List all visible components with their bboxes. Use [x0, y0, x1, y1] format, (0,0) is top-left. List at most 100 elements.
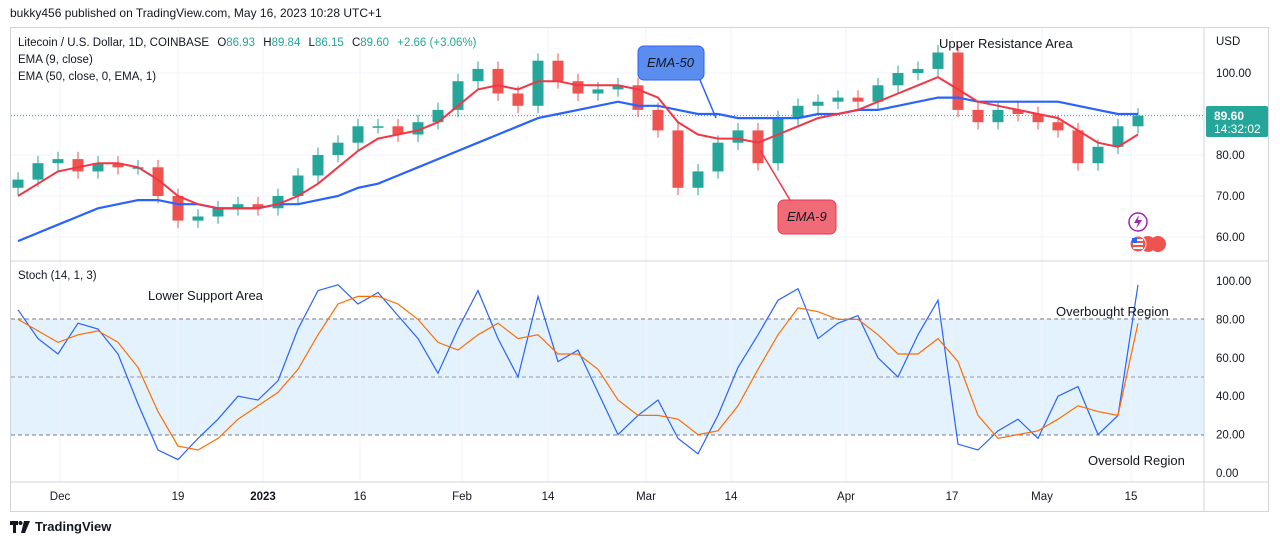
candle-body: [172, 196, 184, 221]
footer-brand: TradingView: [35, 519, 112, 534]
candle-body: [472, 68, 484, 82]
stoch-d-line: [17, 295, 1139, 451]
candle-body: [352, 126, 364, 143]
time-tick-label: 16: [354, 491, 367, 503]
legend-ohlc: Litecoin / U.S. Dollar, 1D, COINBASE O86…: [18, 37, 477, 49]
candle-body: [972, 109, 984, 123]
candle-body: [492, 68, 504, 94]
price-tick-label: 70.00: [1216, 191, 1245, 203]
ema9-callout-text: EMA-9: [787, 209, 827, 224]
time-tick-label: Dec: [50, 491, 71, 503]
candle-body: [392, 126, 404, 135]
candle-body: [372, 126, 384, 128]
candle-body: [32, 163, 44, 180]
grid: [11, 28, 1204, 482]
stoch-axis[interactable]: 100.00 80.00 60.00 40.00 20.00 0.00: [1216, 276, 1251, 480]
candle-body: [72, 159, 84, 172]
time-tick-label: Mar: [636, 491, 656, 503]
candle-body: [512, 93, 524, 106]
price-badge: 89.60 14:32:02: [1206, 106, 1268, 137]
time-tick-label: May: [1031, 491, 1053, 503]
candle-body: [92, 163, 104, 172]
price-badge-countdown: 14:32:02: [1214, 122, 1261, 136]
candle-body: [772, 118, 784, 164]
time-tick-label: Apr: [837, 491, 855, 503]
candle-body: [192, 216, 204, 221]
candle-body: [592, 89, 604, 94]
lower-support-label: Lower Support Area: [148, 288, 264, 303]
legend-l-label: L: [309, 37, 316, 49]
stoch-tick-label: 20.00: [1216, 430, 1245, 442]
legend-l-value: 86.15: [315, 37, 344, 49]
candle-body: [112, 163, 124, 168]
tradingview-logo-icon: [10, 520, 30, 533]
candle-body: [12, 179, 24, 188]
ema9-line: [17, 75, 1139, 210]
candle-body: [652, 109, 664, 131]
stoch-tick-label: 0.00: [1216, 468, 1238, 480]
footer: TradingView: [10, 519, 111, 534]
candle-body: [432, 109, 444, 123]
candle-body: [1052, 122, 1064, 131]
candle-body: [692, 171, 704, 188]
legend-h-label: H: [263, 37, 271, 49]
legend-c-value: 89.60: [360, 37, 389, 49]
candle-body: [792, 105, 804, 119]
candle-body: [912, 68, 924, 73]
candle-body: [612, 85, 624, 90]
candle-body: [1112, 126, 1124, 147]
legend-change: +2.66 (+3.06%): [397, 37, 476, 49]
lightning-icon[interactable]: [1128, 212, 1148, 232]
price-tick-label: 100.00: [1216, 68, 1251, 80]
time-tick-label: 14: [725, 491, 738, 503]
candle-body: [892, 73, 904, 86]
candles: [12, 45, 1144, 228]
time-tick-label: 2023: [250, 491, 276, 503]
candle-body: [852, 97, 864, 102]
candle-body: [1092, 146, 1104, 164]
publisher-line: bukky456 published on TradingView.com, M…: [10, 6, 382, 20]
chart-frame: [10, 27, 1269, 512]
ema9-callout: EMA-9: [759, 149, 837, 235]
candle-body: [252, 204, 264, 209]
price-axis-currency: USD: [1216, 36, 1240, 48]
legend-c-label: C: [352, 37, 360, 49]
stoch-k-line: [17, 284, 1139, 461]
time-tick-label: 19: [172, 491, 185, 503]
time-tick-label: 17: [946, 491, 959, 503]
stoch-legend: Stoch (14, 1, 3): [18, 270, 97, 282]
candle-body: [312, 155, 324, 176]
stoch-tick-label: 80.00: [1216, 314, 1245, 326]
candle-body: [232, 204, 244, 209]
overbought-label: Overbought Region: [1056, 304, 1169, 319]
time-axis[interactable]: Dec 19 2023 16 Feb 14 Mar 14 Apr 17 May 15: [50, 491, 1138, 503]
candle-body: [532, 60, 544, 106]
candle-body: [672, 130, 684, 188]
candle-body: [832, 97, 844, 102]
time-tick-label: Feb: [452, 491, 472, 503]
candle-body: [1072, 130, 1084, 164]
price-tick-label: 80.00: [1216, 150, 1245, 162]
legend-o-label: O: [217, 37, 226, 49]
candle-body: [712, 142, 724, 172]
candle-body: [1032, 114, 1044, 123]
candle-body: [1132, 115, 1144, 127]
candle-body: [552, 60, 564, 82]
us-flag-events-icon[interactable]: [1129, 235, 1166, 253]
candle-body: [1012, 109, 1024, 114]
candle-body: [752, 130, 764, 164]
candle-body: [572, 81, 584, 94]
ema50-line: [17, 96, 1138, 243]
candle-body: [872, 85, 884, 102]
candle-body: [212, 208, 224, 217]
candle-body: [52, 159, 64, 164]
candle-body: [332, 142, 344, 155]
candle-body: [412, 122, 424, 135]
candle-body: [992, 109, 1004, 123]
time-tick-label: 14: [542, 491, 555, 503]
upper-resistance-label: Upper Resistance Area: [939, 36, 1073, 51]
oversold-label: Oversold Region: [1088, 453, 1185, 468]
ema50-callout: EMA-50: [637, 45, 717, 119]
